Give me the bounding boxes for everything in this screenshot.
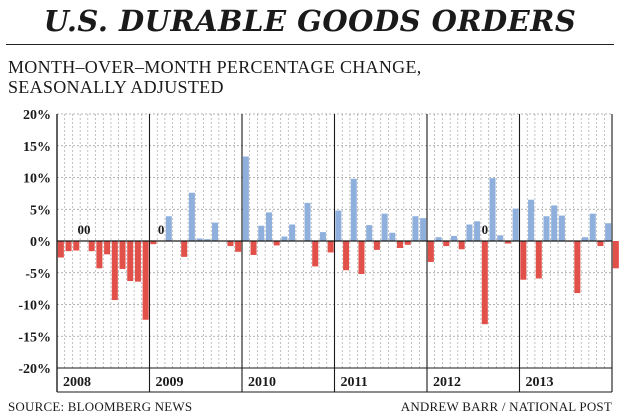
bar [458, 241, 465, 250]
y-tick-label: 15% [23, 140, 51, 155]
bar [582, 237, 589, 241]
bar [589, 213, 596, 241]
bar [597, 241, 604, 247]
bar [489, 178, 496, 241]
bar [250, 241, 257, 255]
annotation-label: 0 [158, 222, 165, 237]
bar [227, 241, 234, 247]
bar [605, 223, 612, 241]
bar [57, 241, 64, 258]
annotation-label: 0 [482, 222, 489, 237]
bar [520, 241, 527, 280]
bar [312, 241, 319, 267]
bar [543, 216, 550, 241]
bar [481, 241, 488, 325]
year-label: 2012 [433, 375, 461, 390]
bar [512, 208, 519, 241]
bar [289, 224, 296, 241]
annotation-label: 00 [77, 222, 90, 237]
bar [319, 232, 326, 241]
bar [497, 235, 504, 241]
bar [450, 235, 457, 241]
chart-title: U.S. DURABLE GOODS ORDERS [43, 4, 577, 38]
bar [119, 241, 126, 269]
bar [104, 241, 111, 255]
bar [96, 241, 103, 269]
bar [404, 241, 411, 245]
annotations: 00 0 0 [77, 222, 488, 237]
bar [412, 216, 419, 241]
bar [574, 241, 581, 294]
bar [466, 224, 473, 241]
bar [111, 241, 118, 301]
subtitle-line-2: SEASONALLY ADJUSTED [8, 77, 224, 97]
bar [142, 241, 149, 320]
bar [612, 241, 619, 269]
bar [397, 241, 404, 248]
year-labels: 2008 2009 2010 2011 2012 2013 [63, 375, 554, 390]
y-axis-ticks: 20% 15% 10% 5% 0% -5% -10% -15% -20% [18, 108, 51, 377]
bar [204, 239, 211, 241]
bar [127, 241, 134, 282]
bar [88, 241, 95, 252]
bar [435, 237, 442, 241]
bar [381, 213, 388, 241]
bar [420, 218, 427, 241]
bar [443, 241, 450, 247]
bar [366, 225, 373, 241]
bar [281, 236, 288, 241]
bar [181, 241, 188, 257]
bar [535, 241, 542, 279]
bar [196, 238, 203, 241]
bar [558, 215, 565, 241]
plot-frame [56, 114, 612, 393]
bar [304, 202, 311, 241]
bar [343, 241, 350, 271]
bar [358, 241, 365, 275]
year-label: 2011 [341, 375, 368, 390]
year-label: 2010 [248, 375, 276, 390]
bar [188, 192, 195, 241]
bar [258, 225, 265, 241]
chart-subtitle: MONTH–OVER–MONTH PERCENTAGE CHANGE, SEAS… [8, 57, 528, 97]
bar [327, 241, 334, 253]
y-tick-label: -20% [18, 362, 51, 377]
bar [235, 241, 242, 252]
year-label: 2009 [156, 375, 184, 390]
bar [350, 178, 357, 241]
year-label: 2008 [63, 375, 91, 390]
bar [65, 241, 72, 252]
bar [150, 241, 157, 245]
source-note: SOURCE: BLOOMBERG NEWS [8, 399, 193, 414]
bar [427, 241, 434, 262]
bar [134, 241, 141, 282]
bar [212, 222, 219, 241]
y-tick-label: 0% [30, 235, 51, 250]
credit-note: ANDREW BARR / NATIONAL POST [400, 399, 612, 414]
bars [57, 156, 619, 325]
bar [242, 156, 249, 241]
y-tick-label: -5% [25, 267, 51, 282]
bar [265, 212, 272, 241]
title-rule [6, 44, 614, 45]
bar [528, 199, 535, 241]
y-tick-label: 20% [23, 108, 51, 123]
bar [389, 232, 396, 241]
year-label: 2013 [526, 375, 554, 390]
bar [335, 210, 342, 241]
subtitle-line-1: MONTH–OVER–MONTH PERCENTAGE CHANGE, [8, 57, 422, 77]
bar [73, 241, 80, 251]
bar [474, 221, 481, 241]
bar [273, 241, 280, 246]
bar [373, 241, 380, 250]
y-tick-label: -15% [18, 330, 51, 345]
y-tick-label: -10% [18, 299, 51, 314]
y-tick-label: 10% [23, 172, 51, 187]
bar [504, 241, 511, 244]
y-tick-label: 5% [30, 203, 51, 218]
bar [551, 205, 558, 241]
bar [165, 216, 172, 241]
